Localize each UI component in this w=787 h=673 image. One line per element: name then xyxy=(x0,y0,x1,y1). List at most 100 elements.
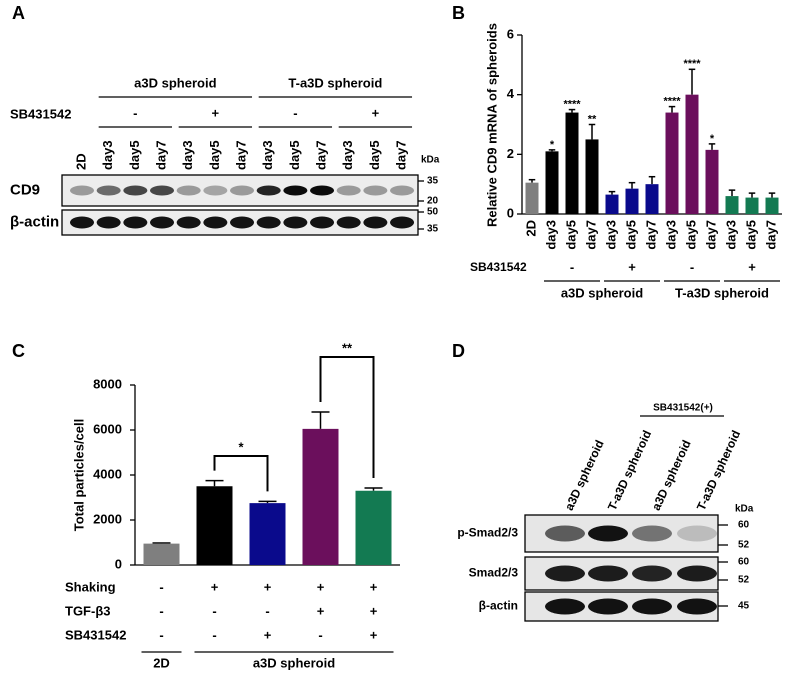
condition-sign: - xyxy=(212,627,216,642)
band xyxy=(545,525,585,542)
group-label: T-a3D spheroid xyxy=(675,285,769,300)
band xyxy=(632,565,672,582)
band xyxy=(96,216,121,229)
lane-label: day7 xyxy=(153,140,168,170)
condition-sign: + xyxy=(264,579,272,594)
treatment-sign: + xyxy=(748,259,756,274)
lane-label: day5 xyxy=(367,140,382,170)
band xyxy=(677,525,717,542)
marker-label: 50 xyxy=(427,207,439,218)
y-tick-label: 2 xyxy=(507,146,514,161)
band xyxy=(545,565,585,582)
kda-label: kDa xyxy=(735,504,754,515)
band xyxy=(283,185,308,196)
band xyxy=(150,185,175,196)
bar xyxy=(745,197,759,214)
y-tick-label: 6 xyxy=(507,26,514,41)
treatment-sign: + xyxy=(372,105,380,120)
band xyxy=(230,185,255,196)
bar xyxy=(705,149,719,214)
comparison-label: ** xyxy=(342,340,353,355)
band xyxy=(390,216,415,229)
group-label: T-a3D spheroid xyxy=(288,75,382,90)
condition-sign: - xyxy=(159,627,163,642)
bar xyxy=(302,428,339,565)
band xyxy=(336,216,361,229)
significance: ** xyxy=(588,113,597,125)
group-label: a3D spheroid xyxy=(561,285,643,300)
condition-sign: - xyxy=(212,603,216,618)
bar xyxy=(725,196,739,214)
band xyxy=(545,598,585,615)
condition-sign: + xyxy=(370,579,378,594)
panel-label: A xyxy=(12,3,25,23)
condition-label: TGF-β3 xyxy=(65,603,111,618)
condition-sign: - xyxy=(318,627,322,642)
band xyxy=(283,216,308,229)
band xyxy=(310,216,335,229)
y-tick-label: 0 xyxy=(507,205,514,220)
group-label: 2D xyxy=(153,655,170,670)
lane-label: day3 xyxy=(100,140,115,170)
y-axis-label: Relative CD9 mRNA of spheroids xyxy=(484,23,499,227)
condition-sign: + xyxy=(264,627,272,642)
band xyxy=(310,185,335,196)
condition-sign: - xyxy=(159,603,163,618)
band xyxy=(70,216,94,229)
bar xyxy=(585,139,599,214)
band xyxy=(336,185,361,196)
row-label: β-actin xyxy=(10,213,59,230)
condition-sign: + xyxy=(317,579,325,594)
lane-label: T-a3D spheroid xyxy=(605,428,654,512)
lane-label: a3D spheroid xyxy=(562,438,607,513)
band xyxy=(176,216,201,229)
row-label: p-Smad2/3 xyxy=(457,526,518,540)
treatment-sign: + xyxy=(628,259,636,274)
bar xyxy=(525,182,539,214)
marker-label: 20 xyxy=(427,196,439,207)
significance: **** xyxy=(563,98,581,110)
condition-sign: - xyxy=(159,579,163,594)
lane-label: day5 xyxy=(207,140,222,170)
row-label: Smad2/3 xyxy=(469,566,519,580)
significance: * xyxy=(550,139,555,151)
treatment-sign: - xyxy=(133,105,137,120)
band xyxy=(632,525,672,542)
band xyxy=(230,216,255,229)
marker-label: 60 xyxy=(738,520,750,531)
marker-label: 45 xyxy=(738,601,750,612)
band xyxy=(256,216,281,229)
comparison-bracket xyxy=(213,455,269,492)
y-tick-label: 4 xyxy=(507,86,515,101)
lane-label: day3 xyxy=(340,140,355,170)
x-tick-label: 2D xyxy=(523,220,538,237)
band xyxy=(632,598,672,615)
lane-label: day7 xyxy=(313,140,328,170)
band xyxy=(203,216,228,229)
marker-label: 35 xyxy=(427,224,439,235)
treatment-sign: - xyxy=(570,259,574,274)
y-tick-label: 8000 xyxy=(93,376,122,391)
band xyxy=(123,185,148,196)
band xyxy=(363,185,388,196)
x-tick-label: day7 xyxy=(583,220,598,250)
x-tick-label: day5 xyxy=(743,220,758,250)
lane-label: 2D xyxy=(73,153,88,170)
lane-label: day5 xyxy=(127,140,142,170)
treatment-label: SB431542 xyxy=(470,260,527,274)
kda-label: kDa xyxy=(421,155,440,166)
lane-label: day3 xyxy=(180,140,195,170)
lane-label: day3 xyxy=(260,140,275,170)
row-label: CD9 xyxy=(10,181,40,198)
x-tick-label: day5 xyxy=(623,220,638,250)
condition-sign: + xyxy=(370,603,378,618)
bar xyxy=(143,543,180,565)
panel-label: D xyxy=(452,341,465,361)
y-tick-label: 0 xyxy=(115,556,122,571)
blot-strip xyxy=(61,174,419,207)
significance: **** xyxy=(683,58,701,70)
band xyxy=(588,525,628,542)
bar xyxy=(605,194,619,214)
bar xyxy=(249,503,286,565)
